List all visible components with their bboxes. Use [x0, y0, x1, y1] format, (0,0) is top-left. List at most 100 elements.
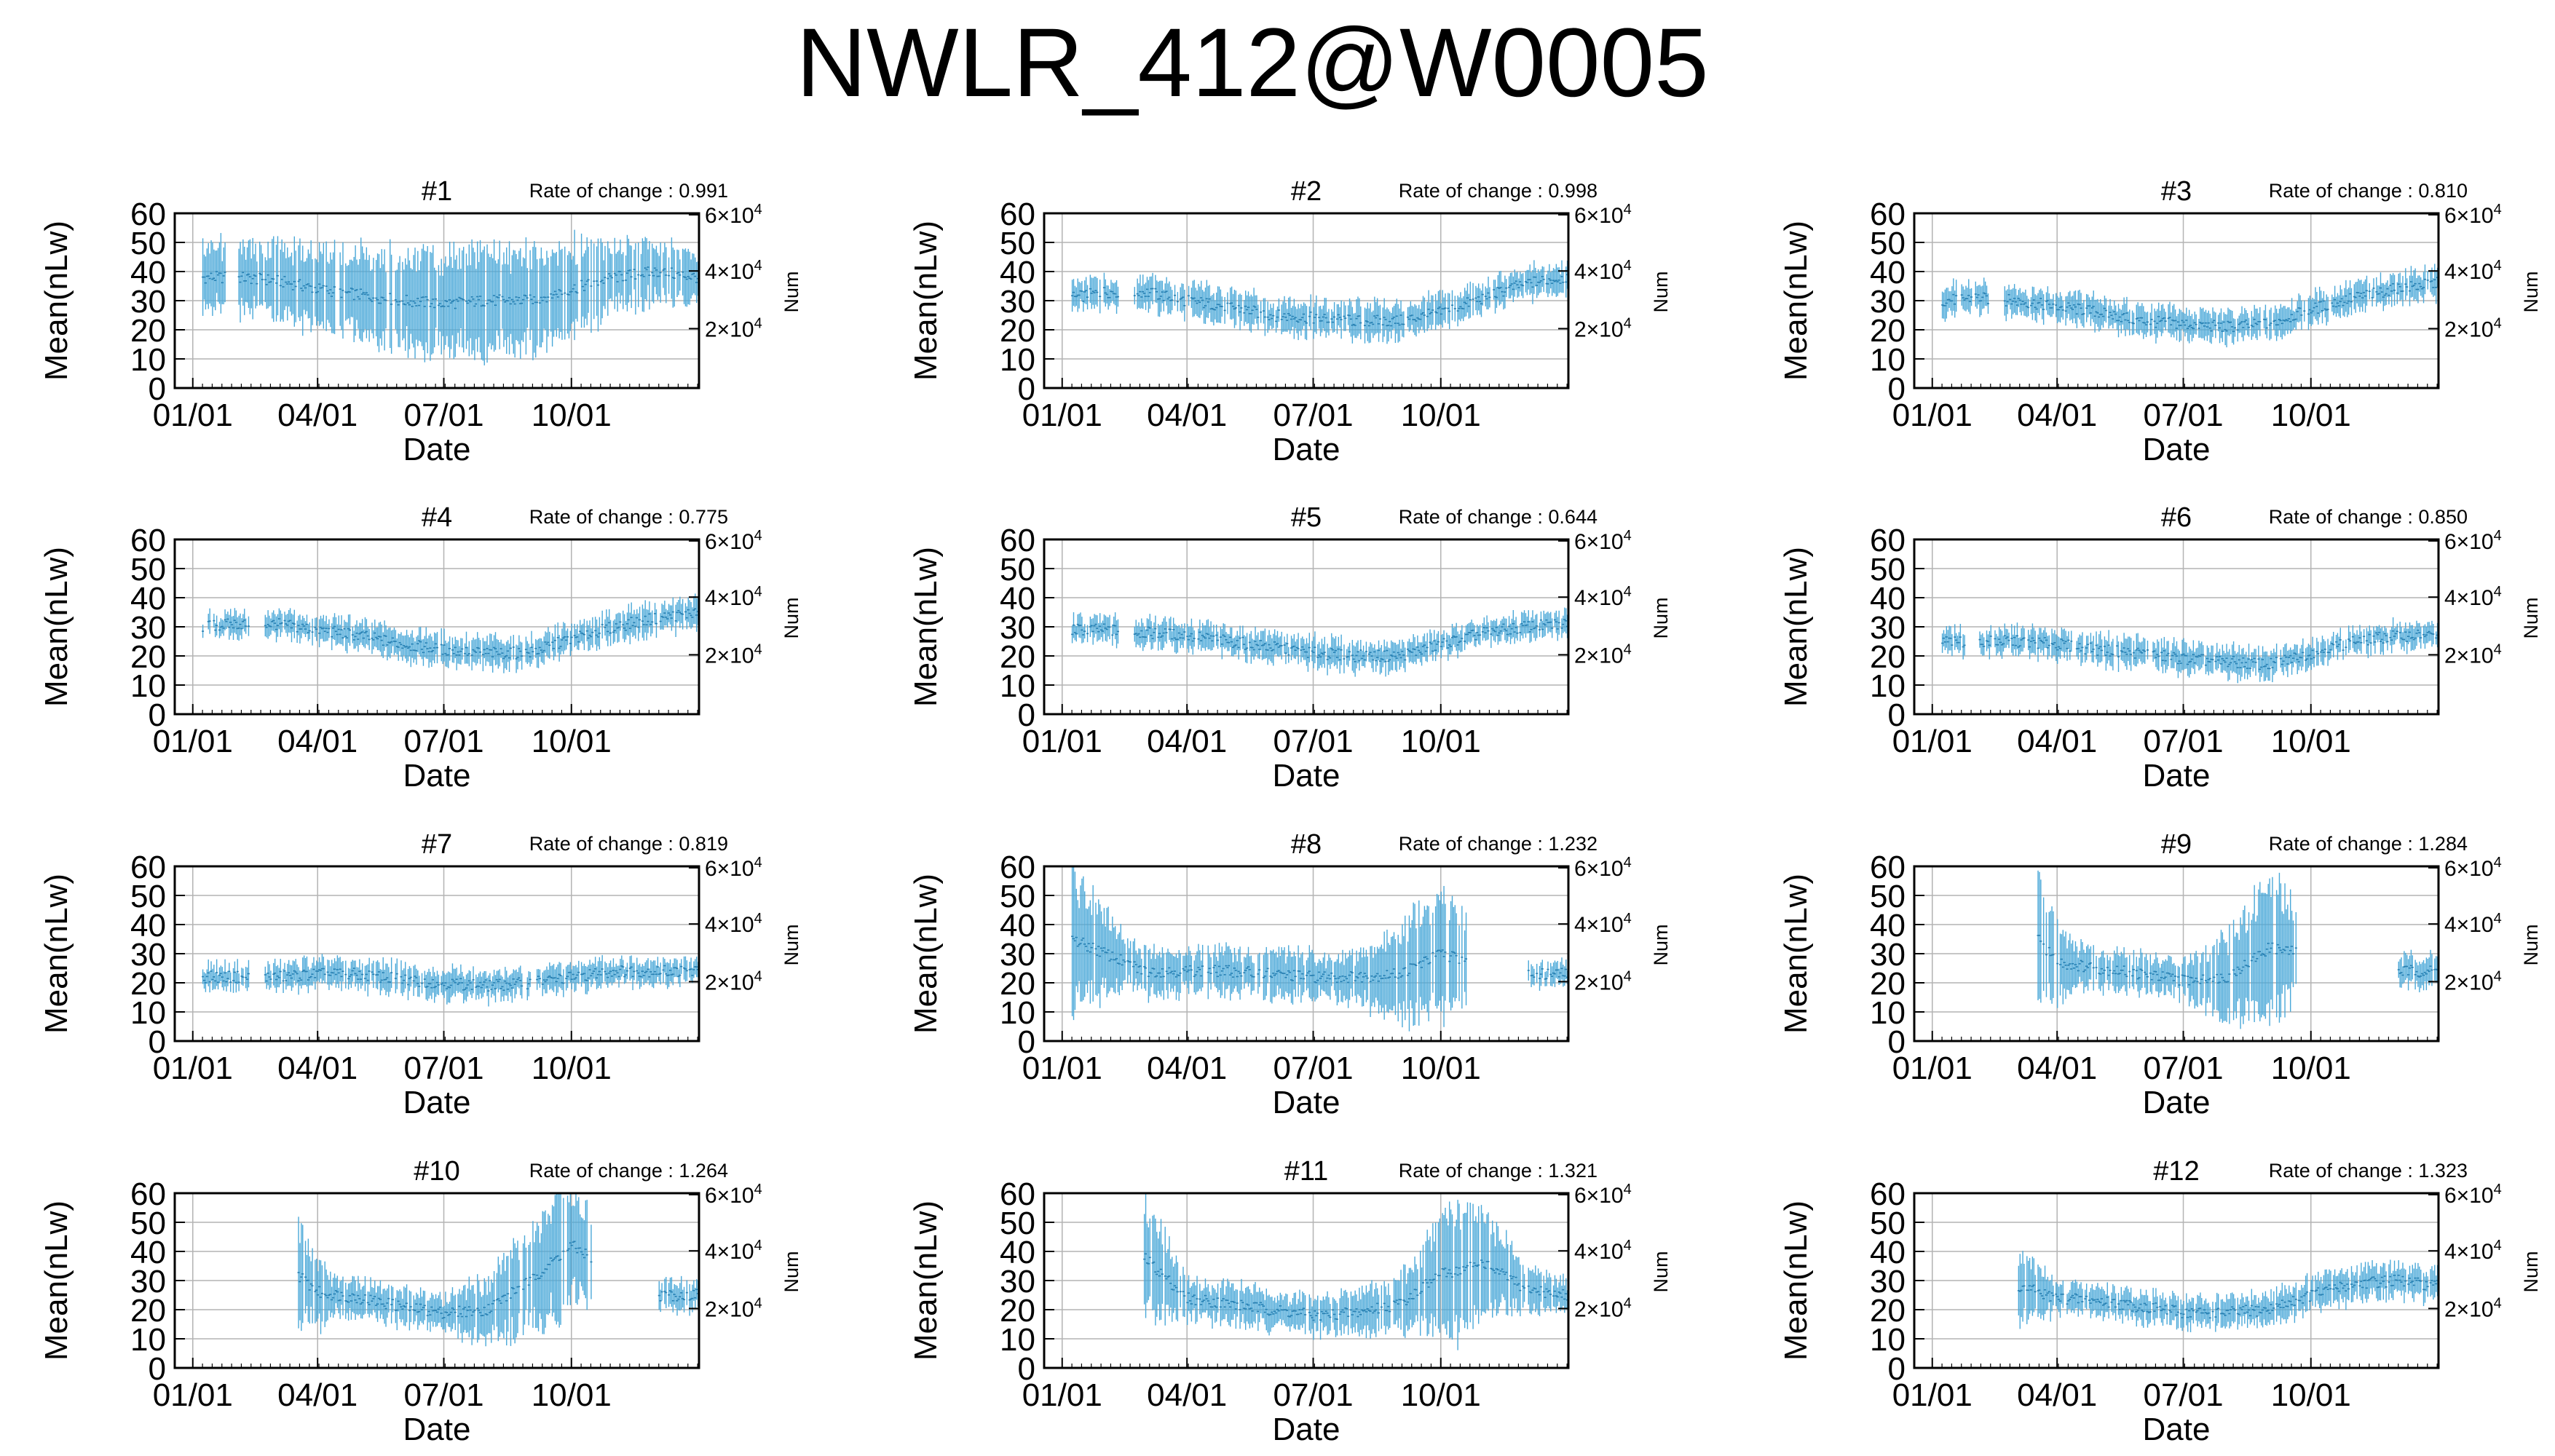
chart-panel: 01/01 04/01 07/01 10/0101020304050602×1044×… — [1778, 176, 2542, 467]
y2-tick-label: 2×104 — [705, 315, 762, 341]
y-tick-label: 30 — [1870, 610, 1906, 646]
y-tick-label: 30 — [130, 610, 166, 646]
x-tick-label: 10/01 — [532, 1051, 612, 1086]
x-axis-title: Date — [1273, 432, 1340, 467]
y2-tick-label: 2×104 — [1574, 641, 1632, 668]
y-tick-label: 0 — [1888, 697, 1906, 733]
y-tick-label: 30 — [1870, 284, 1906, 320]
chart-panel: 01/01 04/01 07/01 10/0101020304050602×1044×… — [39, 502, 802, 794]
chart-panel: 01/01 04/01 07/01 10/0101020304050602×1044×… — [908, 829, 1672, 1120]
y-tick-label: 0 — [149, 1024, 166, 1060]
panel-title: #2 — [1291, 176, 1322, 207]
data-series — [202, 229, 699, 365]
y-tick-label: 20 — [130, 313, 166, 349]
y-tick-label: 50 — [1000, 552, 1035, 587]
y2-axis-title: Num — [781, 597, 802, 638]
y2-tick-label: 6×104 — [1574, 202, 1632, 228]
panel-title: #4 — [422, 502, 452, 533]
x-tick-label: 07/01 — [403, 397, 483, 433]
y-tick-label: 50 — [130, 879, 166, 914]
y-tick-label: 40 — [130, 581, 166, 617]
y2-axis-title: Num — [781, 271, 802, 312]
y-tick-label: 40 — [130, 255, 166, 290]
y-tick-label: 40 — [130, 908, 166, 943]
chart-panel: 01/01 04/01 07/01 10/0101020304050602×1044×… — [39, 176, 802, 467]
data-series — [202, 593, 699, 673]
y-tick-label: 0 — [1018, 371, 1035, 407]
x-tick-label: 10/01 — [2271, 724, 2351, 759]
y-tick-label: 40 — [1000, 581, 1035, 617]
y-tick-label: 10 — [130, 668, 166, 704]
y2-tick-label: 6×104 — [2444, 202, 2502, 228]
chart-panel: 01/01 04/01 07/01 10/0101020304050602×1044×… — [908, 176, 1672, 467]
y-tick-label: 60 — [130, 850, 166, 885]
panel-title: #3 — [2161, 176, 2192, 207]
x-tick-label: 07/01 — [403, 1051, 483, 1086]
y2-tick-label: 6×104 — [705, 855, 762, 881]
y-tick-label: 60 — [1870, 197, 1906, 232]
panel-title: #1 — [422, 176, 452, 207]
y2-tick-label: 4×104 — [705, 584, 762, 610]
y-tick-label: 0 — [1018, 697, 1035, 733]
y2-tick-label: 4×104 — [2444, 258, 2502, 284]
y2-tick-label: 2×104 — [2444, 641, 2502, 668]
x-tick-label: 04/01 — [2017, 397, 2097, 433]
y-axis-title: Mean(nLw) — [39, 547, 74, 707]
y2-tick-label: 6×104 — [2444, 528, 2502, 554]
x-axis-title: Date — [403, 432, 471, 467]
data-series — [202, 954, 699, 1007]
x-axis-title: Date — [2143, 432, 2211, 467]
x-tick-label: 07/01 — [2143, 397, 2223, 433]
x-axis-title: Date — [403, 758, 471, 794]
x-tick-label: 07/01 — [2143, 724, 2223, 759]
y-axis-title: Mean(nLw) — [39, 221, 74, 381]
rate-of-change-label: Rate of change : 0.998 — [1399, 180, 1598, 202]
y-axis-title: Mean(nLw) — [1778, 547, 1814, 707]
data-series — [1941, 617, 2438, 684]
y-axis-title: Mean(nLw) — [908, 547, 944, 707]
x-axis-title: Date — [2143, 758, 2211, 794]
y2-tick-label: 4×104 — [705, 258, 762, 284]
y2-tick-label: 2×104 — [2444, 315, 2502, 341]
rate-of-change-label: Rate of change : 0.644 — [1399, 506, 1598, 528]
y-tick-label: 50 — [130, 552, 166, 587]
y2-axis-title: Num — [781, 924, 802, 965]
y-tick-label: 20 — [1000, 639, 1035, 675]
x-tick-label: 04/01 — [1147, 397, 1227, 433]
x-tick-label: 04/01 — [277, 724, 358, 759]
rate-of-change-label: Rate of change : 0.991 — [529, 180, 728, 202]
y-tick-label: 50 — [130, 226, 166, 261]
y-tick-label: 40 — [1000, 255, 1035, 290]
y-axis-title: Mean(nLw) — [908, 221, 944, 381]
y-tick-label: 60 — [130, 523, 166, 558]
x-axis-title: Date — [1273, 758, 1340, 794]
rate-of-change-label: Rate of change : 0.810 — [2269, 180, 2468, 202]
y-tick-label: 10 — [130, 995, 166, 1031]
y-axis-title: Mean(nLw) — [39, 874, 74, 1034]
y2-tick-label: 4×104 — [705, 911, 762, 937]
x-tick-label: 01/01 — [153, 724, 233, 759]
y-tick-label: 20 — [1870, 639, 1906, 675]
y-tick-label: 30 — [130, 284, 166, 320]
chart-panel: 01/01 04/01 07/01 10/0101020304050602×1044×… — [39, 829, 802, 1120]
y2-tick-label: 2×104 — [705, 641, 762, 668]
y-tick-label: 0 — [149, 697, 166, 733]
x-tick-label: 01/01 — [1022, 397, 1102, 433]
x-tick-label: 07/01 — [403, 724, 483, 759]
y-tick-label: 40 — [1870, 255, 1906, 290]
rate-of-change-label: Rate of change : 0.850 — [2269, 506, 2468, 528]
page-title: NWLR_412@W0005 — [796, 9, 1709, 117]
y-tick-label: 30 — [130, 937, 166, 973]
y-tick-label: 10 — [1870, 668, 1906, 704]
y2-axis-title: Num — [2520, 597, 2542, 638]
y-tick-label: 50 — [1000, 226, 1035, 261]
x-axis-title: Date — [403, 1085, 471, 1120]
chart-panel: 01/01 04/01 07/01 10/0101020304050602×1044×… — [1778, 502, 2542, 794]
y-tick-label: 10 — [1870, 342, 1906, 378]
x-tick-label: 10/01 — [532, 724, 612, 759]
y-tick-label: 10 — [1000, 668, 1035, 704]
y2-tick-label: 2×104 — [1574, 315, 1632, 341]
y2-axis-title: Num — [1650, 271, 1672, 312]
x-tick-label: 01/01 — [153, 397, 233, 433]
